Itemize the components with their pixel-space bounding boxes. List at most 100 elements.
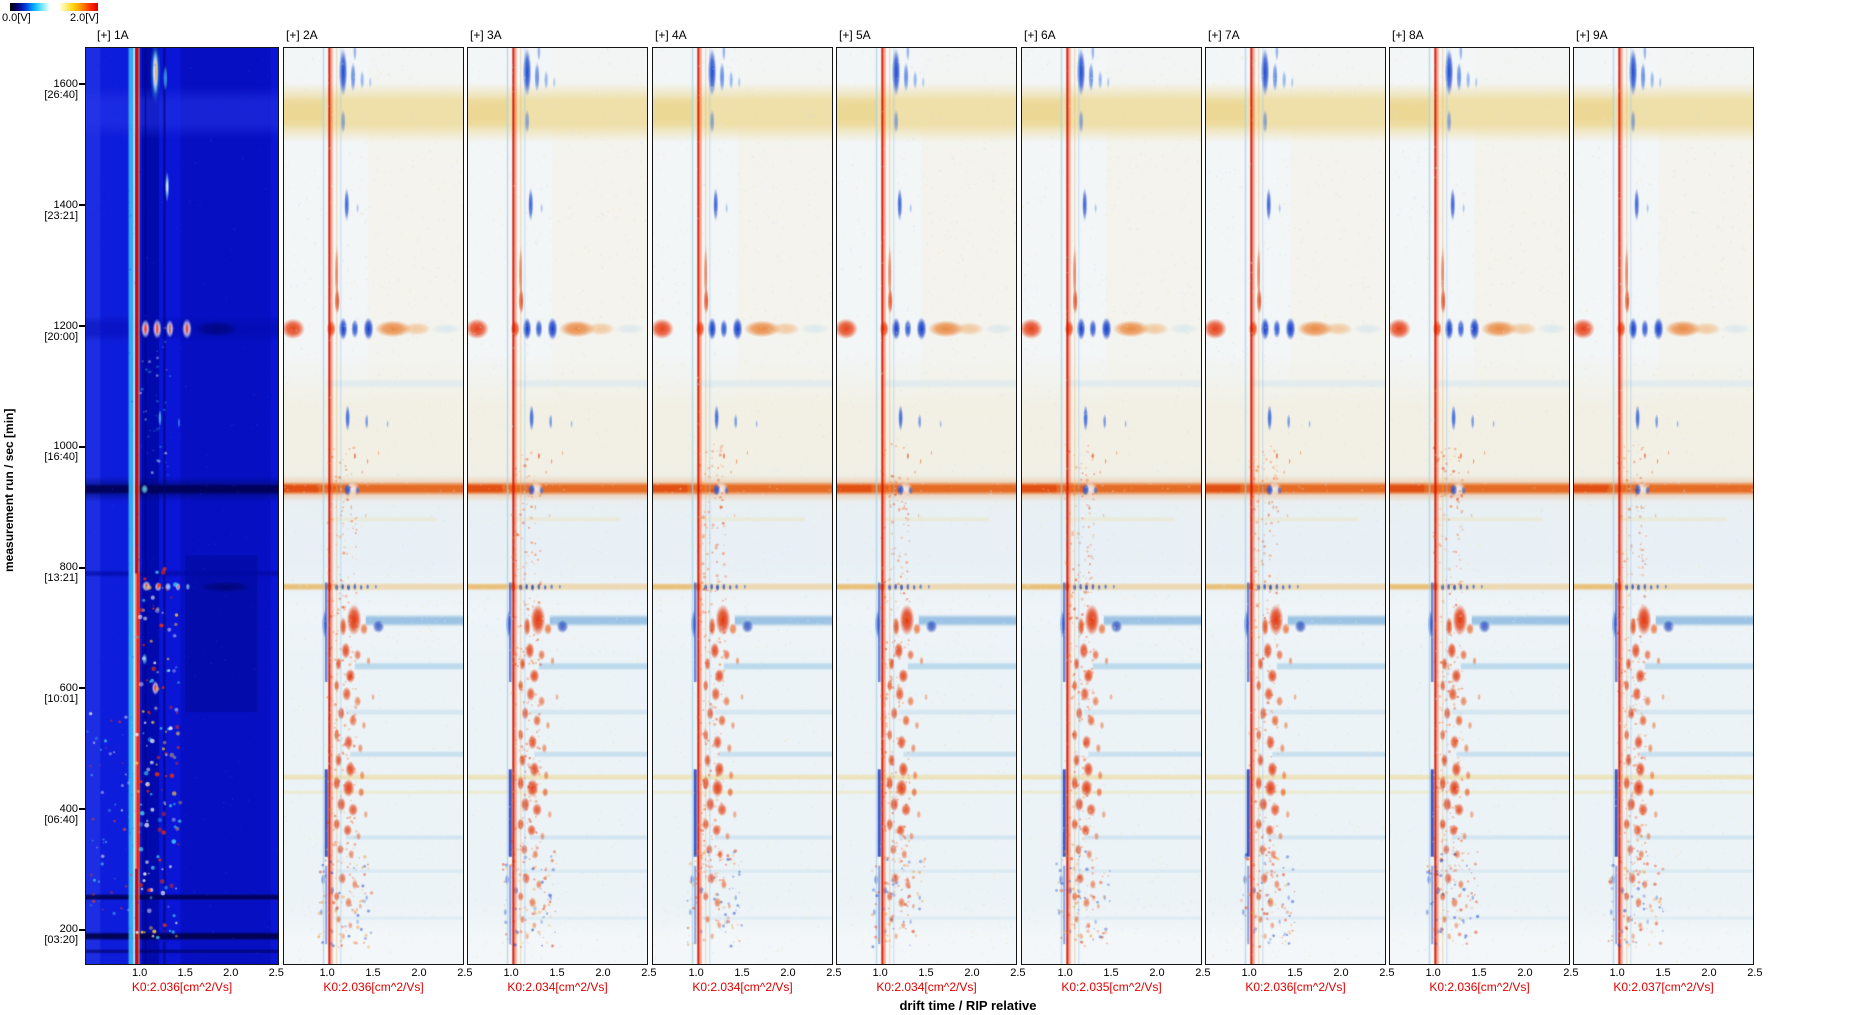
heatmap-canvas-6a[interactable] bbox=[1022, 48, 1201, 964]
k0-label-3a: K0:2.034[cm^2/Vs] bbox=[507, 980, 608, 994]
x-tick-label: 1.5 bbox=[1103, 967, 1119, 979]
y-tick-mark bbox=[79, 83, 85, 86]
heatmap-canvas-8a[interactable] bbox=[1390, 48, 1569, 964]
y-tick-label: 200 [03:20] bbox=[14, 924, 78, 946]
y-tick-label: 1600 [26:40] bbox=[14, 77, 78, 101]
y-tick-time: [23:21] bbox=[44, 209, 78, 222]
x-tick-label: 2.0 bbox=[411, 967, 427, 979]
y-tick-label: 400 [06:40] bbox=[14, 802, 78, 826]
y-tick-label: 1200 [20:00] bbox=[14, 319, 78, 343]
heatmap-panel-7a bbox=[1205, 47, 1386, 965]
x-tick-label: 1.5 bbox=[549, 967, 565, 979]
k0-label-5a: K0:2.034[cm^2/Vs] bbox=[876, 980, 977, 994]
panel-header-1a[interactable]: [+] 1A bbox=[97, 28, 129, 42]
y-tick-value: 1200 bbox=[53, 319, 78, 332]
heatmap-panel-9a bbox=[1573, 47, 1754, 965]
x-tick-label: 2.0 bbox=[223, 967, 239, 979]
x-tick-label: 1.0 bbox=[688, 967, 704, 979]
x-tick-label: 2.0 bbox=[1333, 967, 1349, 979]
heatmap-canvas-9a[interactable] bbox=[1574, 48, 1753, 964]
x-tick-label: 2.5 bbox=[1563, 967, 1579, 979]
panel-header-9a[interactable]: [+] 9A bbox=[1576, 28, 1608, 42]
x-tick-label: 2.5 bbox=[1195, 967, 1211, 979]
panel-header-8a[interactable]: [+] 8A bbox=[1392, 28, 1424, 42]
x-tick-label: 2.0 bbox=[780, 967, 796, 979]
x-tick-label: 2.5 bbox=[826, 967, 842, 979]
y-tick-time: [16:40] bbox=[44, 451, 78, 464]
y-tick-label: 800 [13:21] bbox=[14, 562, 78, 584]
panel-header-2a[interactable]: [+] 2A bbox=[286, 28, 318, 42]
x-tick-label: 1.5 bbox=[1655, 967, 1671, 979]
y-tick-value: 1600 bbox=[53, 77, 78, 90]
heatmap-panel-2a bbox=[283, 47, 464, 965]
y-tick-value: 400 bbox=[59, 802, 78, 815]
x-tick-label: 2.0 bbox=[964, 967, 980, 979]
colorbar-max-label: 2.0[V] bbox=[70, 12, 99, 24]
y-tick-mark bbox=[79, 204, 85, 207]
y-tick-value: 1400 bbox=[53, 198, 78, 211]
panel-header-4a[interactable]: [+] 4A bbox=[655, 28, 687, 42]
heatmap-panel-8a bbox=[1389, 47, 1570, 965]
k0-label-6a: K0:2.035[cm^2/Vs] bbox=[1061, 980, 1162, 994]
y-tick-mark bbox=[79, 445, 85, 448]
x-tick-label: 2.0 bbox=[1517, 967, 1533, 979]
y-tick-label: 600 [10:01] bbox=[14, 681, 78, 705]
x-tick-label: 2.0 bbox=[1701, 967, 1717, 979]
x-tick-label: 2.0 bbox=[1149, 967, 1165, 979]
heatmap-canvas-3a[interactable] bbox=[468, 48, 647, 964]
y-tick-value: 800 bbox=[59, 561, 78, 574]
x-tick-label: 1.5 bbox=[918, 967, 934, 979]
colorbar-gradient bbox=[10, 3, 98, 11]
heatmap-panel-4a bbox=[652, 47, 833, 965]
x-tick-label: 2.5 bbox=[1379, 967, 1395, 979]
x-tick-label: 1.0 bbox=[1057, 967, 1073, 979]
x-tick-label: 2.0 bbox=[595, 967, 611, 979]
x-tick-label: 1.0 bbox=[1425, 967, 1441, 979]
heatmap-canvas-1a[interactable] bbox=[86, 48, 278, 964]
x-tick-label: 2.5 bbox=[1010, 967, 1026, 979]
y-tick-label: 1400 [23:21] bbox=[14, 198, 78, 222]
x-tick-label: 1.5 bbox=[177, 967, 193, 979]
y-tick-mark bbox=[79, 325, 85, 328]
y-tick-value: 1000 bbox=[53, 440, 78, 453]
x-tick-label: 1.0 bbox=[1609, 967, 1625, 979]
x-axis-title: drift time / RIP relative bbox=[899, 998, 1037, 1013]
x-tick-label: 1.0 bbox=[1241, 967, 1257, 979]
y-tick-mark bbox=[79, 928, 85, 931]
y-tick-mark bbox=[79, 808, 85, 811]
k0-label-8a: K0:2.036[cm^2/Vs] bbox=[1429, 980, 1530, 994]
heatmap-panel-3a bbox=[467, 47, 648, 965]
x-tick-label: 1.5 bbox=[734, 967, 750, 979]
y-tick-time: [13:21] bbox=[44, 572, 78, 585]
y-tick-time: [20:00] bbox=[44, 330, 78, 343]
panel-header-5a[interactable]: [+] 5A bbox=[839, 28, 871, 42]
x-tick-label: 1.0 bbox=[131, 967, 148, 979]
colorbar-min-label: 0.0[V] bbox=[2, 12, 31, 24]
panel-header-7a[interactable]: [+] 7A bbox=[1208, 28, 1240, 42]
x-tick-label: 2.5 bbox=[268, 967, 284, 979]
heatmap-panel-5a bbox=[836, 47, 1017, 965]
k0-label-1a: K0:2.036[cm^2/Vs] bbox=[131, 980, 233, 994]
heatmap-canvas-2a[interactable] bbox=[284, 48, 463, 964]
y-tick-label: 1000 [16:40] bbox=[14, 441, 78, 463]
x-tick-label: 2.5 bbox=[641, 967, 657, 979]
heatmap-panel-6a bbox=[1021, 47, 1202, 965]
k0-label-7a: K0:2.036[cm^2/Vs] bbox=[1245, 980, 1346, 994]
x-tick-label: 1.5 bbox=[1471, 967, 1487, 979]
panel-header-6a[interactable]: [+] 6A bbox=[1024, 28, 1056, 42]
panel-header-3a[interactable]: [+] 3A bbox=[470, 28, 502, 42]
x-tick-label: 2.5 bbox=[1747, 967, 1763, 979]
heatmap-canvas-7a[interactable] bbox=[1206, 48, 1385, 964]
x-tick-label: 1.0 bbox=[503, 967, 519, 979]
k0-label-2a: K0:2.036[cm^2/Vs] bbox=[323, 980, 424, 994]
y-tick-time: [26:40] bbox=[44, 88, 78, 101]
y-tick-time: [06:40] bbox=[44, 813, 78, 826]
x-tick-label: 1.0 bbox=[319, 967, 335, 979]
heatmap-canvas-4a[interactable] bbox=[653, 48, 832, 964]
heatmap-canvas-5a[interactable] bbox=[837, 48, 1016, 964]
y-axis-title: measurement run / sec [min] bbox=[2, 408, 16, 572]
y-tick-value: 600 bbox=[59, 681, 78, 694]
k0-label-4a: K0:2.034[cm^2/Vs] bbox=[692, 980, 793, 994]
y-tick-mark bbox=[79, 687, 85, 690]
